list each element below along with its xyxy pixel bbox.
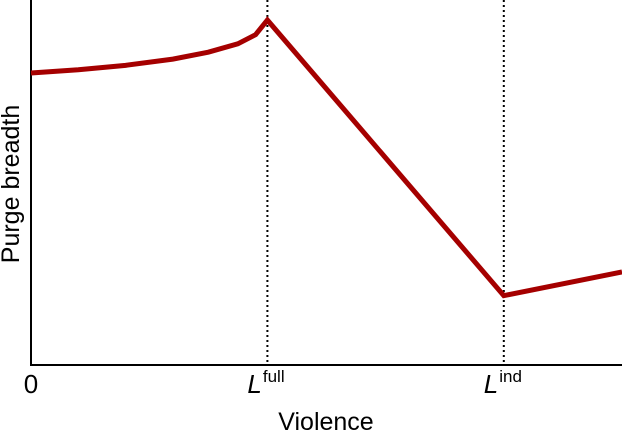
reference-lines: [266, 0, 505, 365]
x-tick-label-2: Lfull: [247, 367, 284, 399]
x-axis-label: Violence: [278, 408, 373, 431]
x-tick-label-1: 0: [24, 369, 38, 399]
series-line: [30, 16, 622, 299]
x-tick-label-3: Lind: [484, 367, 522, 399]
x-tick-labels: 0 Lfull Lind: [24, 367, 522, 399]
y-axis-label: Purge breadth: [0, 105, 25, 263]
